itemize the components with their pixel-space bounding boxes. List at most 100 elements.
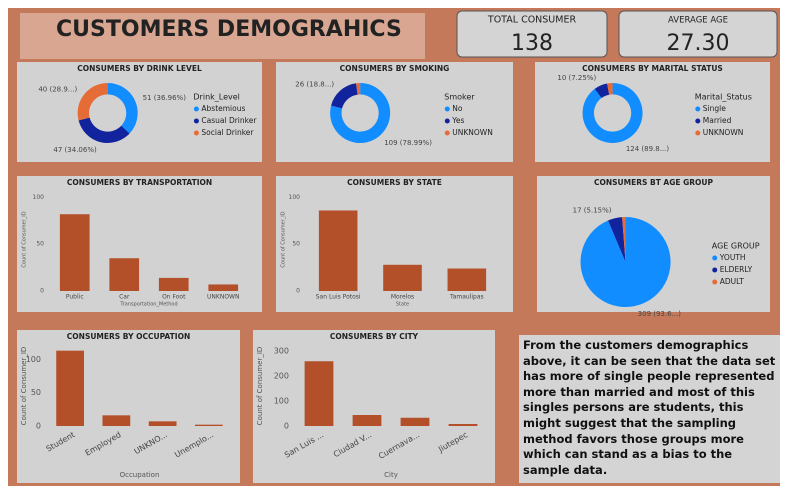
chart-title: CONSUMERS BY SMOKING <box>340 64 450 73</box>
kpi-label: TOTAL CONSUMER <box>487 15 577 26</box>
bar <box>195 424 223 426</box>
x-axis-title: State <box>396 302 409 308</box>
y-tick-label: 0 <box>36 422 41 431</box>
legend-label: Social Drinker <box>201 128 254 137</box>
legend-label: ADULT <box>720 277 745 286</box>
legend-title: Drink_Level <box>193 93 240 102</box>
legend-marker <box>193 130 199 136</box>
slice <box>77 83 108 121</box>
bar <box>400 417 430 426</box>
legend-title: AGE GROUP <box>712 242 760 251</box>
legend-label: Casual Drinker <box>201 116 257 125</box>
legend-marker <box>695 106 701 112</box>
insight-note: From the customers demographics above, i… <box>519 335 780 483</box>
x-tick-label: On Foot <box>162 294 186 301</box>
chart-title: CONSUMERS BY OCCUPATION <box>67 332 190 341</box>
panel <box>535 62 770 162</box>
legend-marker <box>712 279 718 285</box>
x-tick-label: Public <box>66 294 84 301</box>
x-tick-label: Morelos <box>391 294 414 301</box>
legend-label: Married <box>703 116 732 125</box>
slice <box>356 83 361 95</box>
slice <box>622 217 626 262</box>
legend-marker <box>444 118 450 124</box>
kpi-value: 27.30 <box>667 31 730 56</box>
bar <box>109 258 140 291</box>
x-tick-label: San Luis Potosi <box>316 294 361 301</box>
slice <box>78 117 130 144</box>
chart-title: CONSUMERS BT AGE GROUP <box>594 178 714 187</box>
slice <box>331 83 358 109</box>
legend-marker <box>193 106 199 112</box>
y-tick-label: 100 <box>33 194 45 201</box>
bar <box>56 350 84 426</box>
chart-title: CONSUMERS BY STATE <box>347 178 442 187</box>
chart-title: CONSUMERS BY CITY <box>330 332 419 341</box>
data-label: 17 (5.15%) <box>573 206 612 214</box>
slice <box>107 83 138 134</box>
slice <box>594 83 610 99</box>
legend-label: UNKNOWN <box>452 128 493 137</box>
chart-title: CONSUMERS BY MARITAL STATUS <box>582 64 723 73</box>
y-tick-label: 100 <box>274 397 289 406</box>
kpi-card <box>618 10 778 58</box>
y-tick-label: 0 <box>40 288 44 295</box>
legend-label: YOUTH <box>719 253 746 262</box>
legend-marker <box>695 118 701 124</box>
slice <box>330 83 391 143</box>
title-box <box>20 13 425 59</box>
legend-label: Single <box>703 104 726 113</box>
legend-marker <box>695 130 701 136</box>
chart-title: CONSUMERS BY DRINK LEVEL <box>77 64 202 73</box>
panel <box>17 176 262 312</box>
panel <box>17 62 262 162</box>
kpi-card <box>456 10 608 58</box>
panel <box>17 330 240 483</box>
legend-marker <box>712 267 718 273</box>
bar <box>148 421 177 426</box>
slice <box>582 83 643 143</box>
bar <box>102 415 131 426</box>
x-tick-label: Car <box>119 294 130 301</box>
data-label: 10 (7.25%) <box>557 74 596 82</box>
bar <box>59 214 90 291</box>
kpi-label: AVERAGE AGE <box>668 16 728 26</box>
legend-label: UNKNOWN <box>703 128 744 137</box>
kpi-value: 138 <box>511 31 553 56</box>
data-label: 40 (28.9...) <box>38 86 77 94</box>
bar <box>158 277 189 291</box>
legend-label: No <box>452 104 463 113</box>
y-tick-label: 200 <box>274 372 289 381</box>
y-tick-label: 300 <box>274 347 289 356</box>
data-label: 109 (78.99%) <box>384 139 432 147</box>
data-label: 26 (18.8...) <box>295 81 334 89</box>
y-tick-label: 100 <box>26 355 41 364</box>
bar <box>208 284 239 291</box>
y-axis-title: Count of Consumer_ID <box>20 347 28 426</box>
y-tick-label: 50 <box>292 241 300 248</box>
bar <box>383 264 422 291</box>
legend-label: Abstemious <box>201 104 245 113</box>
chart-title: CONSUMERS BY TRANSPORTATION <box>67 178 212 187</box>
data-label: 47 (34.06%) <box>53 146 97 154</box>
slice <box>580 217 671 308</box>
legend-marker <box>712 255 718 261</box>
bar <box>304 361 334 426</box>
data-label: 309 (93.6...) <box>638 310 682 318</box>
x-tick-label: Tamaulipas <box>449 294 484 301</box>
legend-label: ELDERLY <box>720 265 753 274</box>
x-axis-title: Transportation_Method <box>119 302 177 308</box>
bar <box>318 210 358 291</box>
panel <box>276 176 513 312</box>
y-tick-label: 50 <box>36 241 44 248</box>
data-label: 124 (89.8...) <box>626 145 670 153</box>
data-label: 51 (36.96%) <box>143 94 187 102</box>
bar <box>352 415 382 426</box>
bar <box>448 424 478 426</box>
legend-marker <box>444 130 450 136</box>
legend-label: Yes <box>451 116 464 125</box>
x-tick-label: UNKNOWN <box>207 294 239 301</box>
slice <box>608 217 626 262</box>
